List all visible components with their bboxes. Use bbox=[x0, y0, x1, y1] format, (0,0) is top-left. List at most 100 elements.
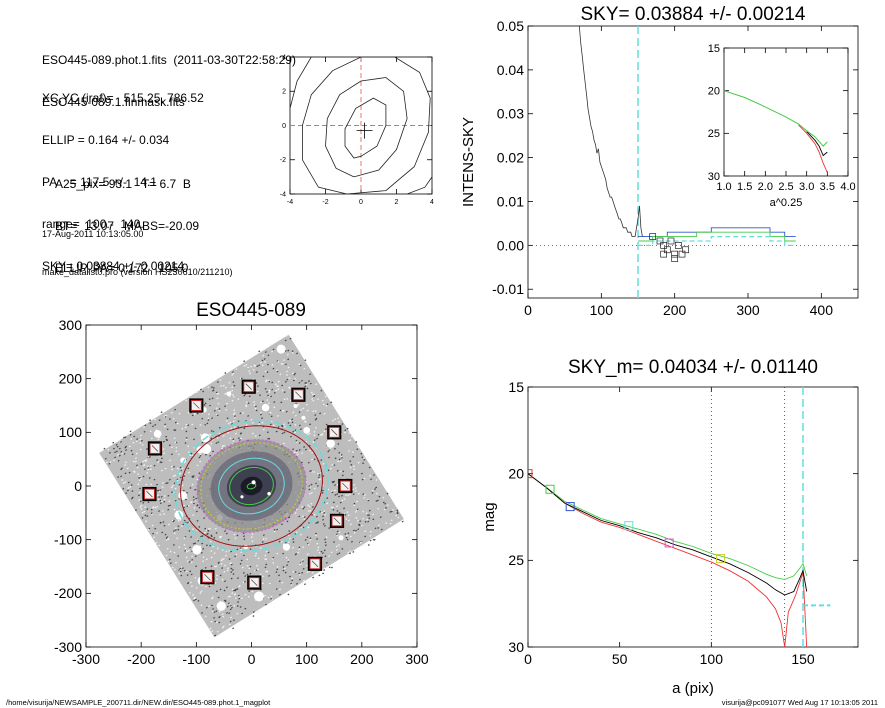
noise-grain bbox=[353, 504, 356, 507]
noise-grain bbox=[128, 445, 131, 448]
noise-grain bbox=[148, 455, 151, 458]
noise-grain bbox=[282, 552, 285, 555]
noise-grain bbox=[205, 606, 208, 609]
noise-grain bbox=[236, 548, 239, 551]
noise-grain bbox=[353, 502, 356, 505]
masked-star bbox=[254, 591, 264, 602]
noise-grain bbox=[244, 593, 247, 596]
noise-grain bbox=[323, 524, 326, 527]
noise-grain bbox=[287, 559, 290, 561]
contour-level bbox=[290, 57, 312, 109]
noise-grain bbox=[167, 538, 170, 540]
y-tick-label: 100 bbox=[59, 424, 83, 440]
noise-grain bbox=[291, 418, 294, 421]
noise-grain bbox=[324, 544, 327, 547]
noise-grain bbox=[173, 508, 176, 511]
noise-grain bbox=[113, 459, 116, 462]
noise-grain bbox=[204, 566, 207, 569]
noise-grain bbox=[211, 378, 214, 381]
noise-grain bbox=[115, 443, 118, 446]
noise-grain bbox=[217, 392, 220, 395]
noise-grain bbox=[257, 611, 260, 613]
noise-grain bbox=[349, 439, 352, 442]
noise-grain bbox=[193, 597, 196, 600]
noise-grain bbox=[207, 528, 210, 531]
noise-grain bbox=[230, 563, 233, 566]
noise-grain bbox=[292, 570, 295, 573]
noise-grain bbox=[141, 511, 144, 514]
noise-grain bbox=[171, 405, 174, 407]
noise-grain bbox=[349, 493, 352, 496]
noise-grain bbox=[241, 566, 244, 569]
noise-grain bbox=[218, 409, 221, 412]
noise-grain bbox=[211, 630, 214, 633]
noise-grain bbox=[301, 571, 304, 574]
noise-grain bbox=[383, 508, 386, 511]
noise-grain bbox=[396, 512, 399, 515]
noise-grain bbox=[210, 550, 213, 552]
xcyc-line: XC,YC (iraf)= 515.25, 786.52 bbox=[42, 91, 204, 105]
noise-grain bbox=[324, 513, 327, 516]
noise-grain bbox=[367, 520, 370, 523]
noise-grain bbox=[222, 384, 225, 387]
noise-grain bbox=[274, 383, 277, 386]
noise-grain bbox=[231, 568, 234, 571]
x-tick-label: 150 bbox=[791, 651, 815, 667]
noise-grain bbox=[380, 528, 383, 531]
noise-grain bbox=[313, 458, 316, 461]
noise-grain bbox=[270, 597, 273, 600]
noise-grain bbox=[270, 395, 273, 398]
noise-grain bbox=[215, 574, 218, 577]
noise-grain bbox=[224, 405, 227, 408]
noise-grain bbox=[193, 499, 195, 501]
noise-grain bbox=[330, 401, 333, 404]
noise-grain bbox=[191, 594, 194, 596]
noise-grain bbox=[105, 461, 108, 464]
noise-grain bbox=[216, 392, 219, 395]
noise-grain bbox=[357, 528, 360, 531]
noise-grain bbox=[377, 527, 380, 529]
noise-grain bbox=[185, 423, 188, 426]
noise-grain bbox=[144, 468, 147, 471]
noise-grain bbox=[308, 485, 311, 488]
y-tick-label: 0.03 bbox=[497, 106, 524, 122]
noise-grain bbox=[114, 441, 117, 444]
noise-grain bbox=[341, 547, 344, 550]
noise-grain bbox=[243, 360, 246, 363]
noise-grain bbox=[356, 448, 359, 451]
noise-grain bbox=[336, 493, 339, 495]
noise-grain bbox=[323, 569, 326, 572]
noise-grain bbox=[185, 438, 188, 441]
noise-grain bbox=[306, 542, 309, 545]
noise-grain bbox=[276, 370, 279, 373]
noise-grain bbox=[288, 419, 291, 422]
noise-grain bbox=[162, 521, 165, 524]
noise-grain bbox=[229, 608, 232, 611]
noise-grain bbox=[232, 381, 235, 384]
noise-grain bbox=[228, 623, 231, 626]
noise-grain bbox=[275, 389, 278, 392]
noise-grain bbox=[212, 389, 215, 392]
noise-grain bbox=[262, 428, 265, 431]
noise-grain bbox=[315, 515, 318, 518]
noise-grain bbox=[139, 487, 142, 490]
noise-grain bbox=[368, 474, 371, 477]
noise-grain bbox=[211, 397, 214, 400]
noise-grain bbox=[232, 372, 235, 375]
inset-bg bbox=[723, 47, 849, 177]
noise-grain bbox=[192, 475, 195, 477]
noise-grain bbox=[312, 441, 315, 444]
noise-grain bbox=[120, 475, 123, 478]
noise-grain bbox=[316, 537, 319, 540]
noise-grain bbox=[197, 539, 200, 542]
x-tick-label: 100 bbox=[590, 302, 614, 318]
noise-grain bbox=[225, 420, 228, 422]
noise-grain bbox=[156, 489, 159, 492]
noise-grain bbox=[346, 538, 349, 541]
noise-grain bbox=[315, 417, 318, 420]
noise-grain bbox=[196, 412, 199, 415]
sky-box-inner bbox=[143, 488, 155, 500]
noise-grain bbox=[312, 576, 315, 579]
noise-grain bbox=[245, 401, 248, 404]
noise-grain bbox=[221, 549, 224, 551]
